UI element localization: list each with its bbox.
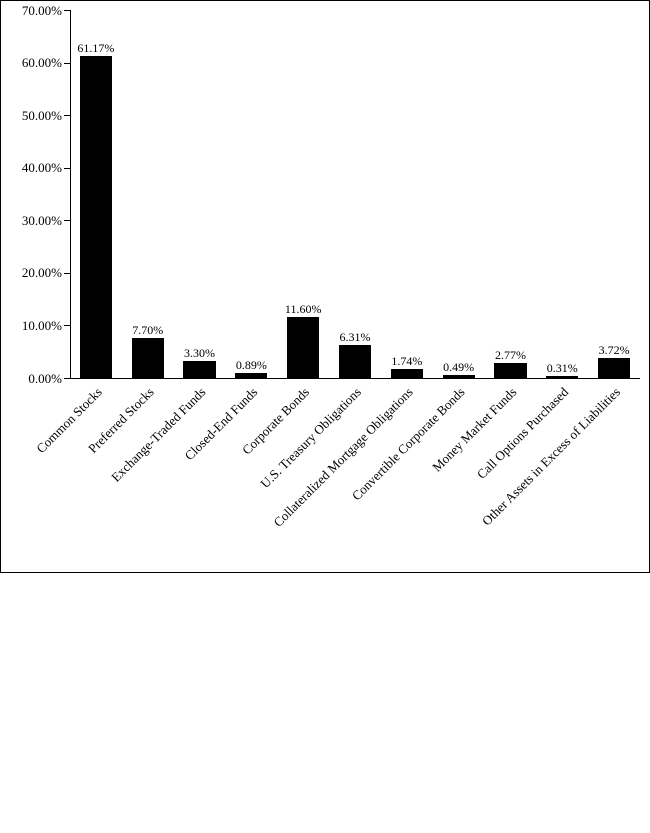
bar-value-label: 11.60% (285, 302, 322, 317)
y-axis (70, 10, 71, 378)
y-tick-label: 70.00% (22, 3, 62, 19)
y-tick (64, 115, 70, 116)
bar-value-label: 3.30% (184, 346, 215, 361)
y-tick-label: 50.00% (22, 108, 62, 124)
x-axis (70, 378, 640, 379)
bar (339, 345, 371, 378)
bar-value-label: 2.77% (495, 348, 526, 363)
y-tick-label: 0.00% (28, 371, 62, 387)
y-tick (64, 63, 70, 64)
bar (391, 369, 423, 378)
bar (598, 358, 630, 378)
y-tick-label: 10.00% (22, 318, 62, 334)
bar (235, 373, 267, 378)
y-tick-label: 40.00% (22, 160, 62, 176)
bar-value-label: 0.89% (236, 358, 267, 373)
bar-value-label: 61.17% (77, 41, 114, 56)
bar-value-label: 1.74% (391, 354, 422, 369)
y-tick-label: 20.00% (22, 265, 62, 281)
y-tick (64, 273, 70, 274)
bar-value-label: 0.31% (547, 361, 578, 376)
bar (443, 375, 475, 378)
y-tick (64, 378, 70, 379)
y-tick (64, 168, 70, 169)
bar (183, 361, 215, 378)
y-tick (64, 10, 70, 11)
bar-value-label: 3.72% (599, 343, 630, 358)
bar-value-label: 0.49% (443, 360, 474, 375)
bar-chart: 0.00% 10.00% 20.00% 30.00% 40.00% 50.00% 60.00… (0, 0, 650, 573)
bar-value-label: 7.70% (132, 323, 163, 338)
y-tick (64, 220, 70, 221)
y-tick (64, 325, 70, 326)
bar-value-label: 6.31% (340, 330, 371, 345)
bar (494, 363, 526, 378)
bar (80, 56, 112, 378)
bar (287, 317, 319, 378)
bar (546, 376, 578, 378)
y-tick-label: 60.00% (22, 55, 62, 71)
bar (132, 338, 164, 378)
y-tick-label: 30.00% (22, 213, 62, 229)
